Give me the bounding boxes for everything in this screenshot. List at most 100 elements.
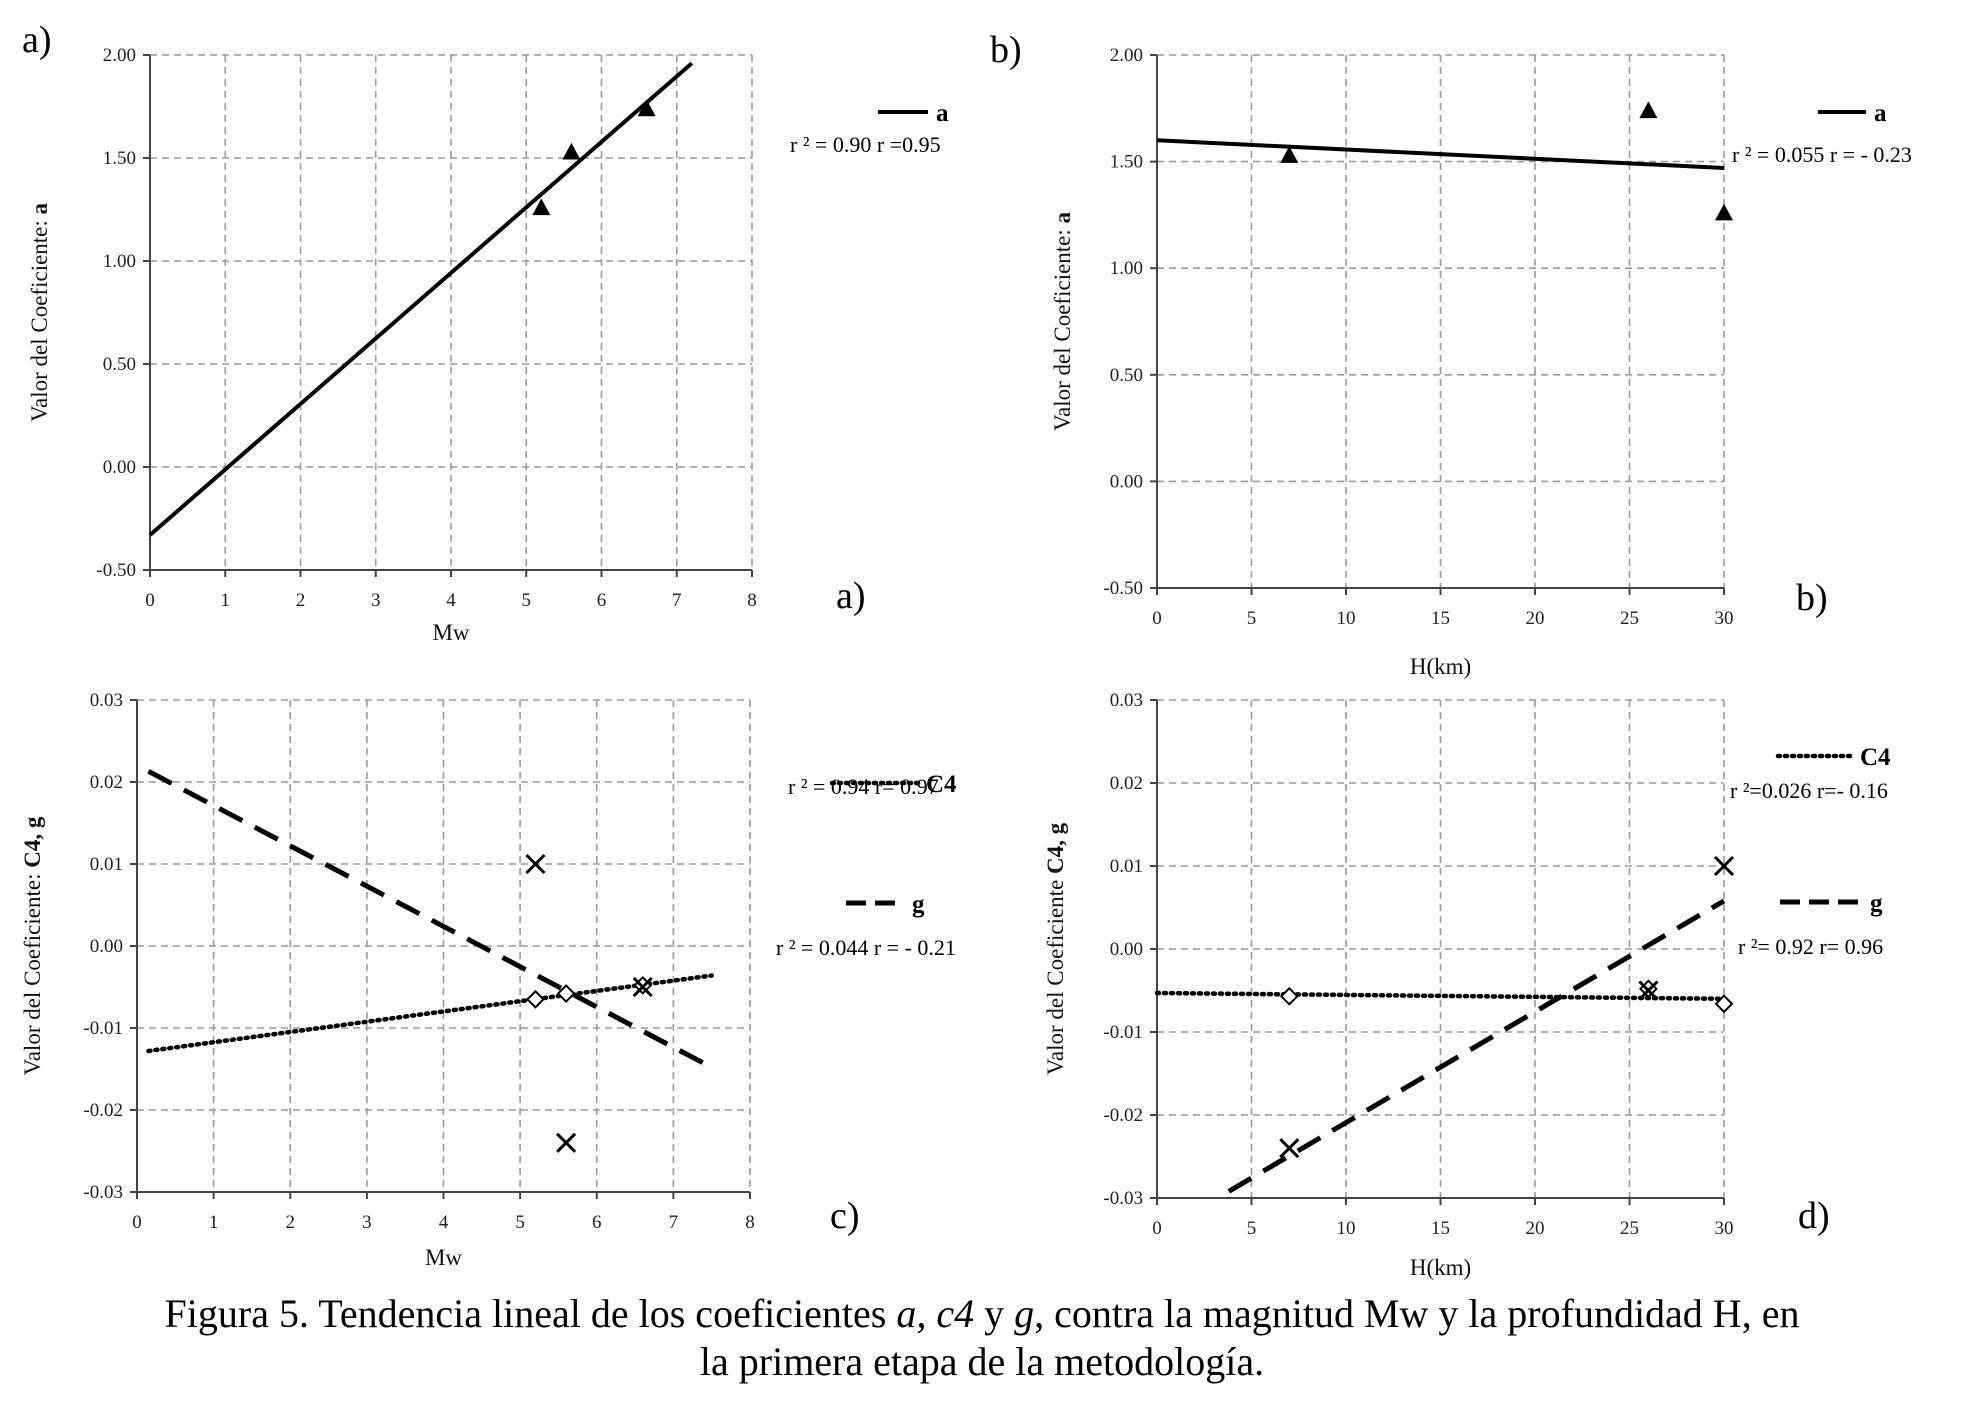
panel-label-bottom: a) bbox=[836, 575, 866, 617]
trend-line-a bbox=[1156, 138, 1725, 170]
x-tick-label: 30 bbox=[1715, 1218, 1734, 1239]
panel-label-bottom: d) bbox=[1798, 1195, 1830, 1237]
panel-label-top: b) bbox=[990, 29, 1022, 71]
y-tick-label: -0.01 bbox=[83, 1018, 123, 1039]
y-tick-label: 0.00 bbox=[1110, 939, 1143, 960]
y-tick-label: -0.02 bbox=[1103, 1105, 1143, 1126]
x-axis-title: Mw bbox=[432, 620, 469, 645]
trend-line-a bbox=[148, 61, 694, 537]
y-tick-label: 1.00 bbox=[1110, 258, 1143, 279]
y-axis-title: Valor del Coeficiente C4, g bbox=[1043, 822, 1068, 1075]
y-tick-label: 0.00 bbox=[1110, 471, 1143, 492]
legend-entry-g: g bbox=[912, 891, 925, 918]
legend-stats-c4: r ²=0.026 r=- 0.16 bbox=[1730, 778, 1888, 803]
caption-text-start: Figura 5. Tendencia lineal de los coefic… bbox=[164, 1291, 897, 1336]
trend-line-c4 bbox=[146, 973, 714, 1054]
data-point-triangle bbox=[1639, 101, 1658, 119]
x-axis-title: H(km) bbox=[1410, 1255, 1471, 1280]
y-axis-title: Valor del Coeficiente: a bbox=[27, 202, 52, 422]
caption-line-2: la primera etapa de la metodología. bbox=[699, 1339, 1265, 1384]
x-tick-label: 4 bbox=[439, 1212, 449, 1233]
y-axis-title: Valor del Coeficiente: a bbox=[1050, 211, 1075, 431]
y-tick-label: -0.03 bbox=[1103, 1188, 1143, 1209]
legend-entry-a: a bbox=[936, 100, 949, 127]
data-point-triangle bbox=[562, 142, 581, 160]
data-point-triangle bbox=[1715, 203, 1733, 221]
caption-line-1: Figura 5. Tendencia lineal de los coefic… bbox=[0, 1290, 1964, 1338]
y-axis-title-text: Valor del Coeficiente: bbox=[27, 214, 52, 422]
y-tick-label: 0.02 bbox=[90, 772, 123, 793]
x-axis-title: Mw bbox=[425, 1245, 462, 1270]
chart-b: 0 5 10 15 20 25 30 -0.50 0.00 0.50 1.00 1.50 2.00 H(k… bbox=[990, 29, 1912, 679]
x-tick-label: 20 bbox=[1526, 608, 1545, 629]
y-axis-title-coefficient: a bbox=[27, 202, 52, 214]
x-tick-label: 0 bbox=[145, 590, 155, 611]
x-tick-label: 2 bbox=[286, 1212, 296, 1233]
data-point-triangle bbox=[532, 198, 551, 216]
panel-label-top: a) bbox=[22, 19, 52, 61]
data-point-x bbox=[1279, 1138, 1300, 1159]
y-tick-label: -0.02 bbox=[83, 1100, 123, 1121]
caption-var-a: a, bbox=[896, 1291, 927, 1336]
y-tick-label: 0.03 bbox=[90, 690, 123, 711]
x-tick-label: 5 bbox=[522, 590, 532, 611]
x-tick-label: 3 bbox=[371, 590, 381, 611]
x-tick-label: 0 bbox=[1152, 608, 1162, 629]
y-tick-label: -0.01 bbox=[1103, 1022, 1143, 1043]
data-point-diamond bbox=[556, 984, 576, 1003]
panel-label-bottom: c) bbox=[830, 1195, 860, 1237]
y-tick-label: 2.00 bbox=[103, 45, 136, 66]
x-tick-label: 7 bbox=[672, 590, 682, 611]
panel-label-bottom: b) bbox=[1796, 577, 1828, 619]
x-tick-label: 25 bbox=[1620, 608, 1639, 629]
y-axis-title-text: Valor del Coeficiente: bbox=[1050, 223, 1075, 431]
data-point-diamond bbox=[526, 989, 545, 1009]
data-point-x bbox=[1638, 980, 1659, 1001]
x-tick-label: 5 bbox=[1247, 1218, 1257, 1239]
legend-stats-a: r ² = 0.055 r = - 0.23 bbox=[1732, 142, 1912, 167]
data-point-x bbox=[1713, 855, 1735, 877]
y-tick-label: -0.50 bbox=[96, 560, 136, 581]
y-tick-label: 1.00 bbox=[103, 251, 136, 272]
x-tick-label: 1 bbox=[221, 590, 231, 611]
y-tick-label: 0.03 bbox=[1110, 690, 1143, 711]
x-tick-label: 25 bbox=[1620, 1218, 1639, 1239]
y-tick-label: -0.50 bbox=[1103, 578, 1143, 599]
x-tick-label: 30 bbox=[1715, 608, 1734, 629]
data-point-triangle bbox=[637, 99, 656, 117]
x-tick-label: 20 bbox=[1526, 1218, 1545, 1239]
data-point-x bbox=[632, 976, 653, 998]
caption-conjunction: y bbox=[974, 1291, 1015, 1336]
y-axis-title-coefficient: a bbox=[1050, 211, 1075, 223]
legend-stats-c4: r ² = 0.94 r= 0.97 bbox=[788, 774, 939, 799]
y-axis-title-coefficient: C4, g bbox=[1043, 822, 1068, 874]
legend-entry-g: g bbox=[1870, 890, 1883, 917]
x-tick-label: 8 bbox=[747, 590, 757, 611]
trend-line-c4 bbox=[1154, 990, 1727, 1002]
x-tick-label: 4 bbox=[446, 590, 456, 611]
x-tick-label: 15 bbox=[1431, 608, 1450, 629]
y-tick-label: -0.03 bbox=[83, 1182, 123, 1203]
x-tick-label: 0 bbox=[132, 1212, 142, 1233]
figure: 0 1 2 3 4 5 6 7 8 -0.50 0.00 0.50 1.00 1.50 2.00 Mw Valo… bbox=[20, 19, 1912, 1280]
x-tick-label: 10 bbox=[1337, 1218, 1356, 1239]
y-axis-title-text: Valor del Coeficiente bbox=[1043, 874, 1068, 1075]
data-point-triangle bbox=[1280, 146, 1299, 163]
x-tick-label: 5 bbox=[515, 1212, 525, 1233]
legend-stats-a: r ² = 0.90 r =0.95 bbox=[790, 132, 941, 157]
y-axis-title-coefficient: C4, g bbox=[20, 816, 45, 868]
x-tick-label: 6 bbox=[592, 1212, 602, 1233]
y-tick-label: 0.02 bbox=[1110, 773, 1143, 794]
x-tick-label: 1 bbox=[209, 1212, 219, 1233]
caption-text-end: , contra la magnitud Mw y la profundidad… bbox=[1034, 1291, 1800, 1336]
x-tick-label: 3 bbox=[362, 1212, 372, 1233]
trend-line-g bbox=[147, 769, 713, 1070]
x-tick-label: 5 bbox=[1247, 608, 1257, 629]
y-tick-label: 0.01 bbox=[1110, 856, 1143, 877]
chart-a: 0 1 2 3 4 5 6 7 8 -0.50 0.00 0.50 1.00 1.50 2.00 Mw Valo… bbox=[22, 19, 949, 645]
chart-c: 0 1 2 3 4 5 6 7 8 -0.03 -0.02 -0.01 0.00 0.01 0.02 0.03… bbox=[20, 690, 957, 1270]
x-tick-label: 10 bbox=[1337, 608, 1356, 629]
trend-line-g bbox=[1227, 898, 1726, 1194]
x-tick-label: 2 bbox=[296, 590, 306, 611]
y-axis-title-text: Valor del Coeficiente: bbox=[20, 868, 45, 1076]
